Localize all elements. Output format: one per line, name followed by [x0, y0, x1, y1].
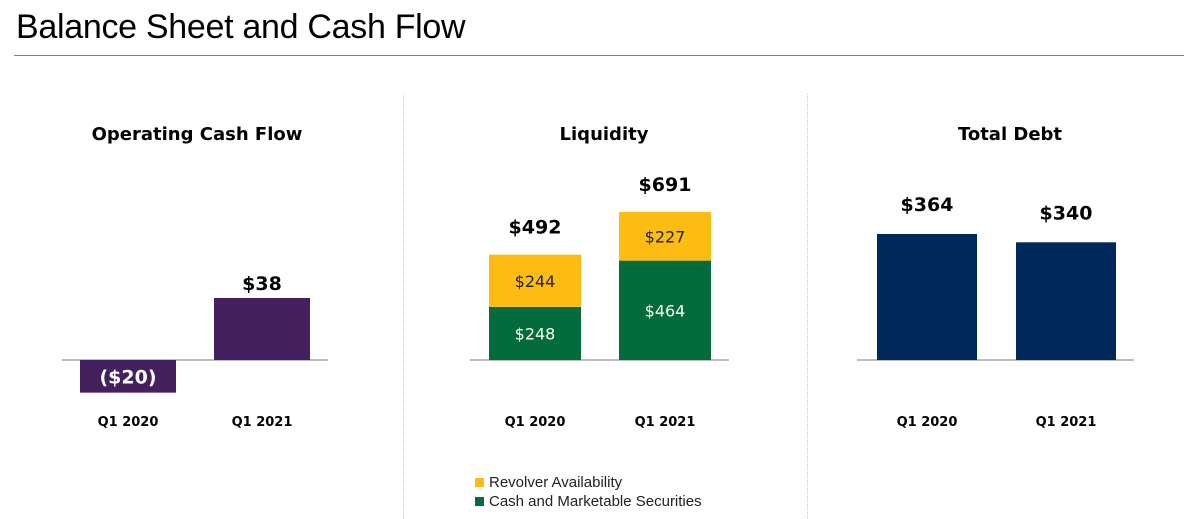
x-tick-operating-0: Q1 2020	[98, 415, 159, 430]
segment-label-revolver-0: $244	[515, 272, 556, 291]
legend-label-cash: Cash and Marketable Securities	[489, 493, 702, 510]
panel-divider-right	[807, 94, 808, 519]
x-tick-debt-1: Q1 2021	[1036, 415, 1097, 430]
title-rule	[14, 55, 1184, 56]
total-label-liquidity-1: $691	[639, 174, 692, 196]
chart-title-operating-cash-flow: Operating Cash Flow	[92, 124, 303, 145]
x-tick-operating-1: Q1 2021	[232, 415, 293, 430]
bar-segment-cash-0	[489, 306, 581, 360]
legend-swatch-cash	[475, 497, 484, 506]
data-label-debt-1: $340	[1040, 202, 1093, 224]
legend-item-cash: Cash and Marketable Securities	[475, 492, 702, 511]
total-label-liquidity-0: $492	[509, 217, 562, 239]
data-label-operating-0: ($20)	[99, 366, 156, 388]
x-tick-debt-0: Q1 2020	[897, 415, 958, 430]
chart-title-liquidity: Liquidity	[560, 124, 649, 145]
bar-debt-1	[1016, 242, 1116, 360]
bar-segment-revolver-1	[619, 212, 711, 261]
segment-label-revolver-1: $227	[645, 227, 686, 246]
x-tick-liquidity-0: Q1 2020	[505, 415, 566, 430]
panel-divider-left	[403, 94, 404, 519]
page-title: Balance Sheet and Cash Flow	[16, 8, 466, 46]
data-label-operating-1: $38	[242, 273, 282, 295]
legend-swatch-revolver	[475, 478, 484, 487]
segment-label-cash-0: $248	[515, 324, 556, 343]
bar-debt-0	[877, 234, 977, 360]
chart-title-total-debt: Total Debt	[958, 124, 1062, 145]
bar-segment-cash-1	[619, 260, 711, 360]
legend-label-revolver: Revolver Availability	[489, 474, 623, 491]
bar-operating-q1-2020	[80, 360, 176, 393]
bar-segment-revolver-0	[489, 254, 581, 307]
data-label-debt-0: $364	[901, 194, 954, 216]
segment-label-cash-1: $464	[645, 301, 686, 320]
legend-item-revolver: Revolver Availability	[475, 473, 702, 492]
bar-operating-q1-2021	[214, 298, 310, 360]
x-tick-liquidity-1: Q1 2021	[635, 415, 696, 430]
liquidity-legend: Revolver Availability Cash and Marketabl…	[475, 473, 702, 511]
